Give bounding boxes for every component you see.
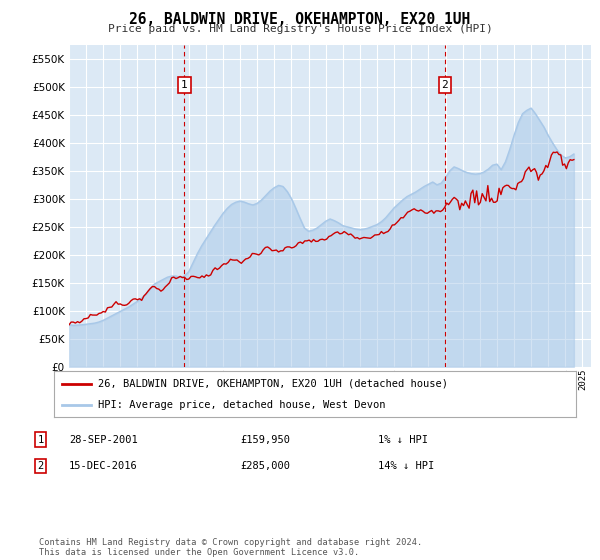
Text: 14% ↓ HPI: 14% ↓ HPI [378, 461, 434, 471]
Text: £159,950: £159,950 [240, 435, 290, 445]
Text: 1% ↓ HPI: 1% ↓ HPI [378, 435, 428, 445]
Text: Contains HM Land Registry data © Crown copyright and database right 2024.
This d: Contains HM Land Registry data © Crown c… [39, 538, 422, 557]
Text: 2: 2 [442, 80, 448, 90]
Text: £285,000: £285,000 [240, 461, 290, 471]
Text: 26, BALDWIN DRIVE, OKEHAMPTON, EX20 1UH: 26, BALDWIN DRIVE, OKEHAMPTON, EX20 1UH [130, 12, 470, 27]
Text: HPI: Average price, detached house, West Devon: HPI: Average price, detached house, West… [98, 400, 386, 410]
Text: Price paid vs. HM Land Registry's House Price Index (HPI): Price paid vs. HM Land Registry's House … [107, 24, 493, 34]
Text: 26, BALDWIN DRIVE, OKEHAMPTON, EX20 1UH (detached house): 26, BALDWIN DRIVE, OKEHAMPTON, EX20 1UH … [98, 379, 448, 389]
Text: 28-SEP-2001: 28-SEP-2001 [69, 435, 138, 445]
Text: 1: 1 [38, 435, 44, 445]
Text: 1: 1 [181, 80, 188, 90]
Text: 15-DEC-2016: 15-DEC-2016 [69, 461, 138, 471]
Text: 2: 2 [38, 461, 44, 471]
